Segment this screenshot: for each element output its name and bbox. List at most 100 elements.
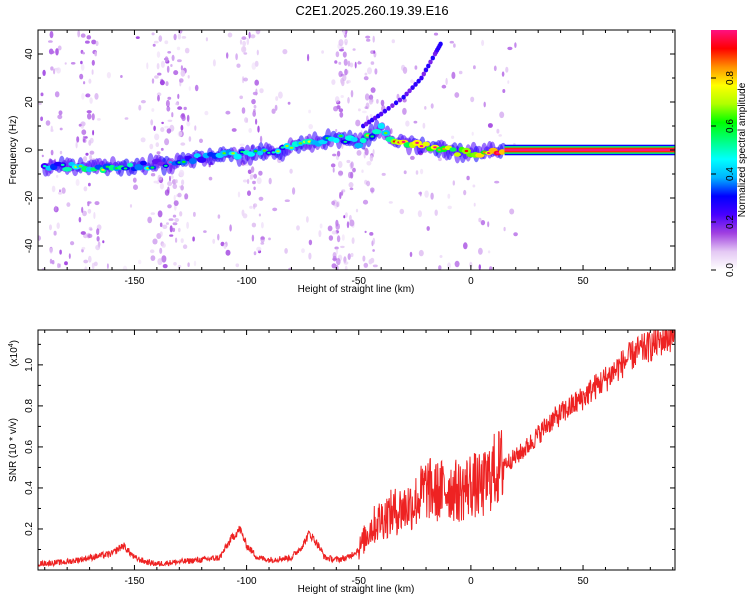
ridge-core (123, 167, 128, 170)
spectrogram-speckle (150, 173, 156, 177)
spectrogram-speckle (95, 40, 99, 47)
ridge-core (164, 164, 168, 167)
spectrogram-speckle (272, 207, 278, 212)
spectrogram-speckle (480, 220, 486, 226)
ridge-core (262, 149, 267, 152)
colorbar-gradient (711, 30, 737, 270)
spectrogram-speckle (251, 222, 257, 228)
spectrogram-speckle (220, 241, 225, 247)
spectrogram-speckle (365, 35, 371, 39)
spectrogram-speckle (85, 93, 91, 98)
x-tick-label: 0 (468, 276, 474, 287)
spectrogram-speckle (94, 93, 99, 100)
spectrogram-speckle (151, 32, 155, 36)
spectrogram-speckle (451, 135, 455, 139)
spectrogram-speckle (159, 79, 165, 86)
ridge-core (433, 146, 437, 149)
spectrogram-speckle (41, 154, 44, 158)
y-tick-label: 0.4 (24, 481, 35, 495)
spectrogram-speckle (53, 230, 57, 236)
spectrogram-speckle (430, 103, 434, 109)
spectrogram-speckle (369, 100, 372, 105)
spectrogram-speckle (483, 101, 486, 108)
spectrogram-speckle (241, 107, 246, 114)
spectrogram-speckle (212, 59, 216, 67)
spectrogram-speckle (278, 91, 283, 99)
x-tick-label: -100 (237, 276, 257, 287)
spectrogram-speckle (186, 221, 190, 229)
ridge-core (365, 134, 370, 137)
spectrogram-speckle (188, 86, 191, 91)
spectrogram-speckle (403, 170, 407, 175)
ridge-core (60, 163, 65, 166)
spectrogram-speckle (91, 69, 94, 75)
ridge-core (415, 141, 419, 144)
spectrogram-speckle (248, 128, 252, 133)
spectrogram-y-axis: -40 -20 0 20 40 (24, 29, 675, 271)
spectrogram-speckle (157, 175, 163, 181)
spectrogram-speckle (235, 53, 238, 61)
spectrogram-speckle (366, 161, 372, 166)
spectrogram-speckle (177, 131, 183, 137)
spectrogram-speckle (469, 261, 473, 268)
x-tick-label: 50 (577, 576, 589, 587)
spectrogram-speckle (478, 264, 481, 270)
spectrogram-speckle (49, 224, 52, 231)
spectrogram-speckle (177, 33, 181, 40)
spectrogram-speckle (149, 143, 154, 150)
spectrogram-speckle (372, 264, 378, 268)
spectrogram-speckle (133, 184, 138, 190)
spectrogram-speckle (509, 208, 515, 215)
spectrogram-speckle (237, 191, 241, 198)
spectrogram-speckle (81, 206, 84, 213)
spectrogram-speckle (161, 243, 166, 248)
spectrogram-speckle (156, 51, 161, 58)
spectrogram-speckle (372, 35, 375, 43)
colorbar-axis: 0.0 0.2 0.4 0.6 0.8 (711, 71, 736, 277)
spectrogram-speckle (348, 182, 354, 188)
spectrogram-speckle (256, 246, 262, 252)
spectrogram-speckle (152, 238, 158, 245)
spectrogram-speckle (402, 107, 407, 115)
spectrogram-speckle (351, 237, 355, 245)
spectrogram-speckle (381, 172, 386, 176)
ridge-core (240, 150, 244, 153)
snr-series-line (38, 330, 675, 568)
spectrogram-speckle (182, 244, 188, 249)
spectrogram-speckle (250, 34, 256, 39)
spectrogram-speckle (251, 234, 255, 242)
spectrogram-speckle (172, 227, 176, 232)
spectrogram-speckle (355, 119, 361, 127)
spectrogram-speckle (463, 242, 468, 250)
ridge-blob (247, 151, 256, 157)
ridge-blob (453, 152, 461, 157)
spectrogram-speckle (167, 96, 172, 100)
spectrogram-speckle (83, 259, 89, 264)
spectrogram-speckle (149, 249, 155, 254)
spectrogram-speckle (164, 40, 169, 45)
spectrogram-speckle (160, 60, 165, 68)
spectrogram-speckle (336, 258, 341, 266)
spectrogram-speckle (349, 187, 354, 191)
spectrogram-speckle (86, 110, 92, 114)
spectrogram-speckle (57, 191, 63, 195)
spectrogram-speckle (91, 39, 97, 45)
spectrogram-speckle (55, 48, 59, 56)
spectrogram-speckle (258, 170, 263, 176)
spectrogram-speckle (138, 259, 142, 265)
spectrogram-speckle (507, 46, 513, 51)
spectrogram-speckle (153, 125, 156, 131)
spectrogram-speckle (217, 214, 221, 219)
spectrogram-speckle (253, 104, 257, 109)
spectrogram-speckle (166, 222, 169, 225)
spectrogram-speckle (75, 179, 80, 186)
spectrogram-speckle (410, 155, 415, 160)
spectrogram-speckle (247, 190, 251, 196)
spectrogram-speckle (301, 248, 305, 254)
spectrogram-speckle (339, 111, 344, 118)
spectrogram-speckle (83, 186, 88, 192)
spectrogram-speckle (494, 180, 500, 184)
spectrogram-speckle (57, 45, 62, 51)
spectrogram-speckle (70, 62, 76, 65)
ridge-core (105, 165, 110, 168)
